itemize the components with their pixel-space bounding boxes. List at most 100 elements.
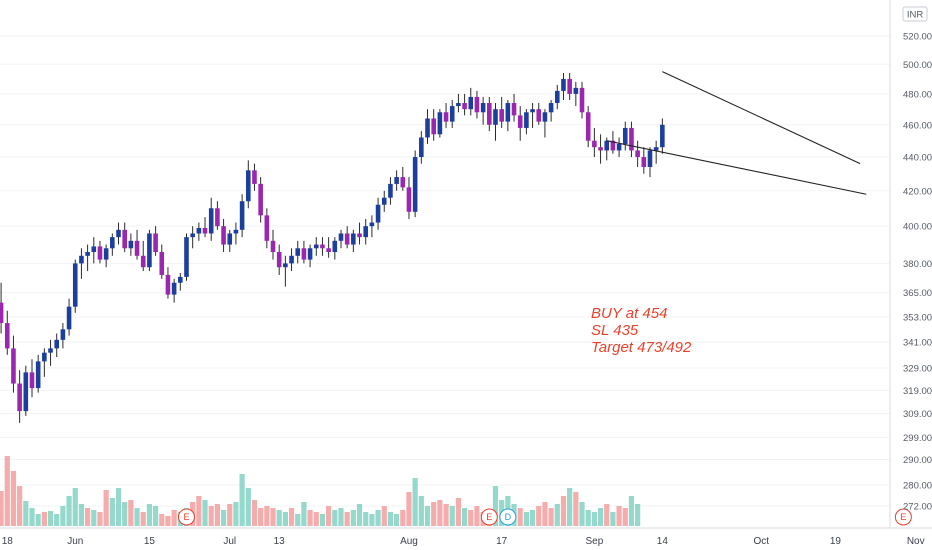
volume-bar bbox=[47, 511, 54, 526]
volume-bar bbox=[0, 491, 4, 526]
volume-bar bbox=[78, 504, 85, 526]
candle-up bbox=[616, 143, 622, 151]
volume-bar bbox=[418, 496, 424, 526]
volume-bar bbox=[412, 478, 418, 526]
candle-up bbox=[227, 233, 233, 245]
volume-bar bbox=[91, 510, 97, 526]
trendline[interactable] bbox=[606, 140, 867, 195]
volume-bar bbox=[350, 510, 356, 526]
volume-bar bbox=[529, 510, 536, 526]
candle-down bbox=[585, 112, 591, 141]
volume-bar bbox=[66, 496, 72, 526]
volume-bar bbox=[443, 504, 449, 526]
candle-up bbox=[184, 237, 189, 277]
volume-bar bbox=[109, 498, 115, 526]
volume-bar bbox=[313, 512, 319, 526]
candle-up bbox=[178, 276, 183, 283]
currency-badge[interactable]: INR bbox=[902, 6, 928, 22]
candle-down bbox=[221, 226, 226, 245]
event-marker-label: E bbox=[183, 512, 189, 522]
volume-bar bbox=[288, 508, 295, 526]
volume-bar bbox=[461, 508, 468, 526]
volume-bar bbox=[251, 500, 258, 526]
candle-up bbox=[381, 197, 387, 205]
volume-bar bbox=[134, 508, 140, 526]
candle-down bbox=[134, 240, 140, 256]
candle-up bbox=[307, 248, 313, 260]
volume-bar bbox=[468, 510, 474, 526]
candle-down bbox=[11, 348, 16, 384]
candle-up bbox=[369, 222, 375, 227]
candle-up bbox=[647, 150, 653, 167]
price-axis[interactable]: 520.00 500.00 480.00 460.00 440.00 420.00 400.… bbox=[903, 31, 932, 512]
volume-bar bbox=[375, 510, 381, 526]
candle-up bbox=[233, 229, 239, 234]
candle-up bbox=[60, 329, 66, 340]
candle-up bbox=[505, 103, 511, 122]
candle-down bbox=[276, 252, 282, 268]
volume-bar bbox=[196, 496, 202, 526]
price-tick-label: 280.00 bbox=[903, 480, 932, 491]
candle-up bbox=[437, 112, 443, 135]
volume-bar bbox=[282, 512, 288, 526]
candle-up bbox=[91, 246, 97, 253]
candle-up bbox=[289, 255, 294, 264]
event-marker[interactable] bbox=[480, 508, 498, 526]
annotation-sl: SL 435 bbox=[591, 322, 639, 339]
volume-bar bbox=[523, 512, 529, 526]
volume-bar bbox=[202, 500, 208, 526]
event-marker[interactable] bbox=[894, 508, 912, 526]
candle-down bbox=[400, 177, 406, 188]
candle-up bbox=[388, 183, 393, 198]
time-tick-label: Jun bbox=[67, 536, 83, 547]
candle-up bbox=[419, 137, 424, 158]
candlesticks bbox=[0, 73, 665, 423]
candle-up bbox=[72, 263, 78, 307]
time-tick-label: 14 bbox=[657, 536, 669, 547]
candle-down bbox=[592, 140, 597, 148]
candle-up bbox=[283, 263, 288, 268]
candle-up bbox=[573, 87, 579, 94]
candle-down bbox=[159, 252, 165, 275]
candle-down bbox=[301, 248, 307, 260]
volume-bar bbox=[239, 474, 245, 526]
event-marker[interactable] bbox=[499, 508, 517, 526]
price-tick-label: 290.00 bbox=[903, 455, 932, 466]
candle-up bbox=[42, 352, 47, 362]
candle-up bbox=[79, 255, 84, 264]
time-axis[interactable]: 18 Jun 15 Jul 13 Aug 17 Sep 14 Oct 19 Nov bbox=[2, 536, 925, 547]
candle-down bbox=[202, 227, 208, 234]
volume-bar bbox=[35, 514, 41, 526]
candle-up bbox=[622, 127, 628, 144]
trendline[interactable] bbox=[662, 71, 861, 165]
candle-up bbox=[110, 237, 115, 249]
event-marker[interactable] bbox=[177, 508, 195, 526]
volume-bar bbox=[455, 498, 462, 526]
volume-bar bbox=[326, 506, 332, 526]
candle-up bbox=[66, 306, 72, 330]
volume-bar bbox=[567, 488, 573, 526]
volume-bar bbox=[171, 510, 177, 526]
volume-bar bbox=[85, 508, 91, 526]
candle-up bbox=[295, 248, 301, 256]
candle-up bbox=[493, 109, 498, 125]
price-tick-label: 319.00 bbox=[903, 386, 932, 397]
volume-bar bbox=[4, 456, 10, 526]
volume-bar bbox=[264, 506, 270, 526]
volume-bar bbox=[72, 488, 78, 526]
volume-bar bbox=[295, 514, 301, 526]
price-tick-label: 299.00 bbox=[903, 433, 932, 444]
price-tick-label: 520.00 bbox=[903, 31, 932, 42]
time-tick-label: Aug bbox=[400, 536, 418, 547]
candle-up bbox=[196, 227, 202, 234]
volume-bar bbox=[579, 502, 585, 526]
volume-bar bbox=[369, 514, 375, 526]
volume-bar bbox=[536, 506, 542, 526]
candle-down bbox=[0, 302, 4, 324]
candle-down bbox=[326, 248, 331, 253]
candle-down bbox=[344, 233, 350, 245]
volume-bar bbox=[610, 512, 616, 526]
